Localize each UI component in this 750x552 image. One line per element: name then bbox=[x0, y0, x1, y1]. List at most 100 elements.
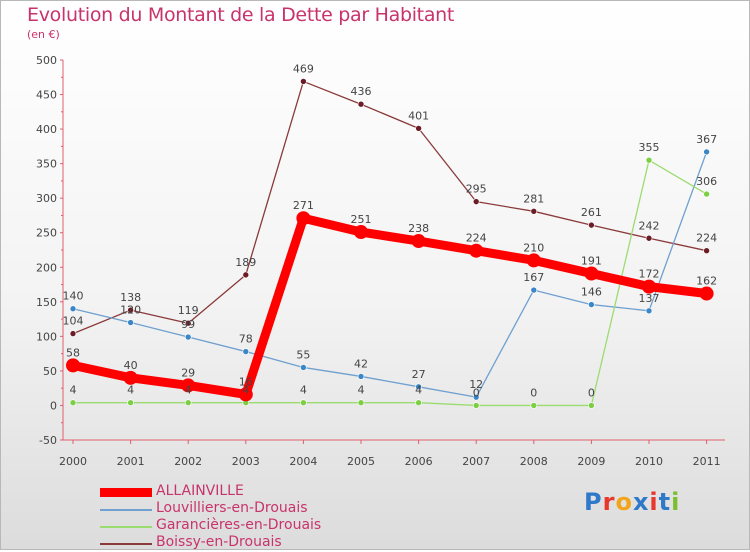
y-tick-label: 300 bbox=[36, 192, 57, 205]
data-label: 355 bbox=[639, 141, 660, 154]
data-label: 281 bbox=[523, 192, 544, 205]
data-point bbox=[588, 402, 595, 409]
data-point bbox=[357, 100, 365, 108]
data-point bbox=[415, 399, 422, 406]
x-tick-label: 2006 bbox=[405, 455, 433, 468]
y-tick-label: 200 bbox=[36, 261, 57, 274]
data-label: 140 bbox=[63, 290, 84, 303]
data-point bbox=[69, 330, 77, 337]
data-point bbox=[530, 402, 538, 409]
data-point bbox=[472, 402, 480, 409]
data-label: 242 bbox=[639, 219, 660, 232]
data-label: 224 bbox=[696, 232, 717, 245]
logo-letter: o bbox=[615, 488, 633, 516]
data-point bbox=[184, 399, 192, 406]
x-tick-label: 2010 bbox=[635, 455, 663, 468]
data-point bbox=[357, 399, 365, 406]
x-tick-label: 2003 bbox=[232, 455, 260, 468]
data-label: 367 bbox=[696, 133, 717, 146]
data-point bbox=[242, 271, 250, 279]
data-point bbox=[127, 399, 134, 406]
legend-swatch bbox=[100, 526, 152, 528]
data-label: 172 bbox=[639, 268, 660, 281]
x-tick-label: 2008 bbox=[520, 455, 548, 468]
data-label: 146 bbox=[581, 286, 602, 299]
x-tick-label: 2009 bbox=[577, 455, 605, 468]
data-point bbox=[238, 387, 253, 402]
data-label: 295 bbox=[466, 183, 487, 196]
y-tick-label: 450 bbox=[36, 89, 57, 102]
data-point bbox=[357, 373, 365, 380]
data-point bbox=[66, 358, 80, 373]
legend-label: ALLAINVILLE bbox=[156, 483, 244, 499]
legend-swatch bbox=[100, 488, 152, 497]
data-label: 40 bbox=[124, 359, 138, 372]
y-tick-label: 350 bbox=[36, 158, 57, 171]
data-label: 58 bbox=[66, 346, 80, 359]
data-label: 162 bbox=[696, 275, 717, 288]
data-label: 167 bbox=[523, 271, 544, 284]
data-label: 119 bbox=[178, 304, 199, 317]
data-label: 261 bbox=[581, 206, 602, 219]
data-point bbox=[588, 301, 595, 308]
data-label: 469 bbox=[293, 62, 314, 75]
data-label: 436 bbox=[351, 85, 372, 98]
y-tick-label: 0 bbox=[50, 399, 57, 412]
data-point bbox=[645, 307, 653, 315]
data-point bbox=[584, 266, 599, 281]
data-label: 12 bbox=[469, 378, 483, 391]
data-label: 138 bbox=[120, 291, 141, 304]
data-point bbox=[703, 190, 710, 198]
data-point bbox=[127, 306, 134, 314]
data-label: 78 bbox=[239, 333, 253, 346]
data-point bbox=[69, 399, 77, 406]
data-point bbox=[469, 243, 484, 258]
data-label: 99 bbox=[181, 318, 195, 331]
data-label: 210 bbox=[523, 241, 544, 254]
data-point bbox=[530, 208, 538, 215]
legend-swatch bbox=[100, 509, 152, 511]
data-point bbox=[411, 234, 426, 249]
x-tick-label: 2007 bbox=[462, 455, 490, 468]
data-label: 306 bbox=[696, 175, 717, 188]
data-label: 0 bbox=[588, 386, 595, 399]
data-point bbox=[296, 211, 311, 226]
logo-letter: i bbox=[649, 488, 659, 516]
x-tick-label: 2001 bbox=[117, 455, 145, 468]
x-tick-label: 2000 bbox=[59, 455, 87, 468]
data-point bbox=[300, 399, 307, 406]
data-label: 4 bbox=[300, 384, 307, 397]
y-tick-label: -50 bbox=[39, 434, 57, 447]
data-label: 4 bbox=[242, 384, 249, 397]
data-point bbox=[415, 125, 422, 132]
logo-letter: r bbox=[602, 488, 616, 516]
data-point bbox=[645, 234, 653, 242]
data-label: 191 bbox=[581, 254, 602, 267]
data-point bbox=[526, 253, 541, 268]
data-point bbox=[530, 286, 538, 294]
data-point bbox=[588, 221, 595, 229]
data-point bbox=[354, 225, 368, 240]
data-point bbox=[415, 383, 422, 391]
x-tick-label: 2011 bbox=[693, 455, 721, 468]
y-tick-label: 250 bbox=[36, 227, 57, 240]
data-label: 104 bbox=[63, 315, 84, 328]
y-tick-label: 100 bbox=[36, 330, 57, 343]
data-point bbox=[242, 348, 250, 355]
legend-swatch bbox=[100, 543, 152, 545]
data-point bbox=[472, 198, 480, 205]
data-point bbox=[123, 370, 138, 385]
data-point bbox=[645, 156, 653, 164]
chart-title: Evolution du Montant de la Dette par Hab… bbox=[27, 4, 455, 26]
data-label: 42 bbox=[354, 357, 368, 370]
series-line-3 bbox=[72, 80, 708, 335]
data-point bbox=[699, 286, 714, 301]
series-line-1 bbox=[72, 151, 708, 398]
logo-letter: P bbox=[584, 488, 603, 516]
data-point bbox=[703, 247, 710, 254]
data-point bbox=[642, 279, 656, 294]
data-label: 4 bbox=[127, 384, 134, 397]
legend-label: Louvilliers-en-Drouais bbox=[156, 500, 308, 516]
data-label: 401 bbox=[408, 109, 429, 122]
chart-subtitle: (en €) bbox=[27, 28, 60, 41]
